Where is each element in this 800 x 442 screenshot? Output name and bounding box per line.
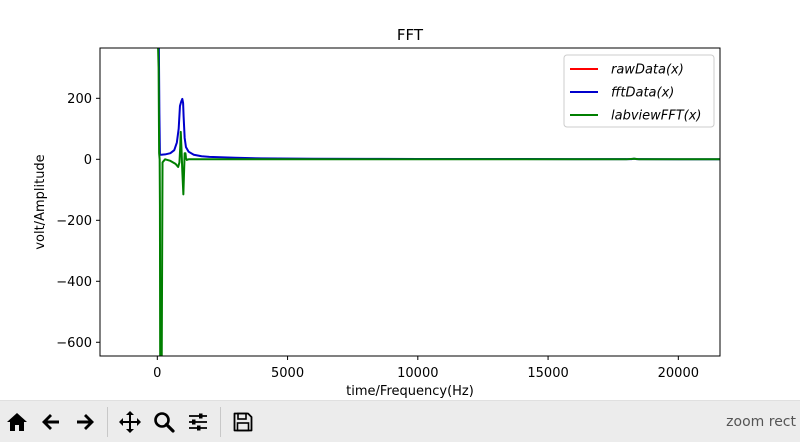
navigation-toolbar: zoom rect bbox=[0, 400, 800, 442]
back-arrow-icon bbox=[42, 413, 59, 430]
back-button[interactable] bbox=[34, 405, 68, 439]
series-line-2 bbox=[156, 48, 720, 356]
chart-title: FFT bbox=[397, 26, 424, 44]
axes-frame bbox=[99, 47, 721, 357]
y-tick-label: −400 bbox=[56, 275, 92, 290]
legend: rawData(x) fftData(x) labviewFFT(x) bbox=[563, 54, 715, 128]
save-button[interactable] bbox=[226, 405, 260, 439]
legend-label-2: labviewFFT(x) bbox=[611, 109, 702, 124]
configure-subplots-button[interactable] bbox=[181, 405, 215, 439]
y-tick-label: 200 bbox=[67, 92, 92, 107]
fft-chart[interactable]: FFT 0 5000 10000 15000 20000 200 0 −200 −400 −60… bbox=[0, 0, 800, 400]
zoom-button[interactable] bbox=[147, 405, 181, 439]
x-tick-label: 20000 bbox=[658, 366, 699, 381]
y-tick-label: −200 bbox=[56, 214, 92, 229]
home-button[interactable] bbox=[0, 405, 34, 439]
plot-area[interactable]: FFT 0 5000 10000 15000 20000 200 0 −200 −400 −60… bbox=[0, 0, 800, 400]
x-tick-label: 15000 bbox=[527, 366, 568, 381]
forward-arrow-icon bbox=[77, 413, 94, 430]
x-tick-label: 0 bbox=[153, 366, 161, 381]
configure-subplots-icon bbox=[189, 413, 207, 430]
legend-frame bbox=[563, 54, 715, 128]
home-icon bbox=[7, 412, 27, 431]
legend-label-0: rawData(x) bbox=[611, 63, 684, 78]
x-axis-label: time/Frequency(Hz) bbox=[346, 384, 474, 399]
pan-button[interactable] bbox=[113, 405, 147, 439]
save-floppy-icon bbox=[233, 412, 253, 431]
toolbar-separator bbox=[220, 406, 221, 437]
pan-move-icon bbox=[119, 410, 141, 433]
y-tick-label: 0 bbox=[84, 153, 92, 168]
legend-label-1: fftData(x) bbox=[611, 86, 674, 101]
x-tick-label: 5000 bbox=[271, 366, 304, 381]
forward-button[interactable] bbox=[68, 405, 102, 439]
y-axis-label: volt/Amplitude bbox=[33, 154, 48, 249]
y-tick-label: −600 bbox=[56, 336, 92, 351]
zoom-magnifier-icon bbox=[154, 411, 175, 433]
toolbar-status-text: zoom rect bbox=[726, 413, 796, 430]
toolbar-separator bbox=[107, 406, 108, 437]
x-tick-label: 10000 bbox=[397, 366, 438, 381]
